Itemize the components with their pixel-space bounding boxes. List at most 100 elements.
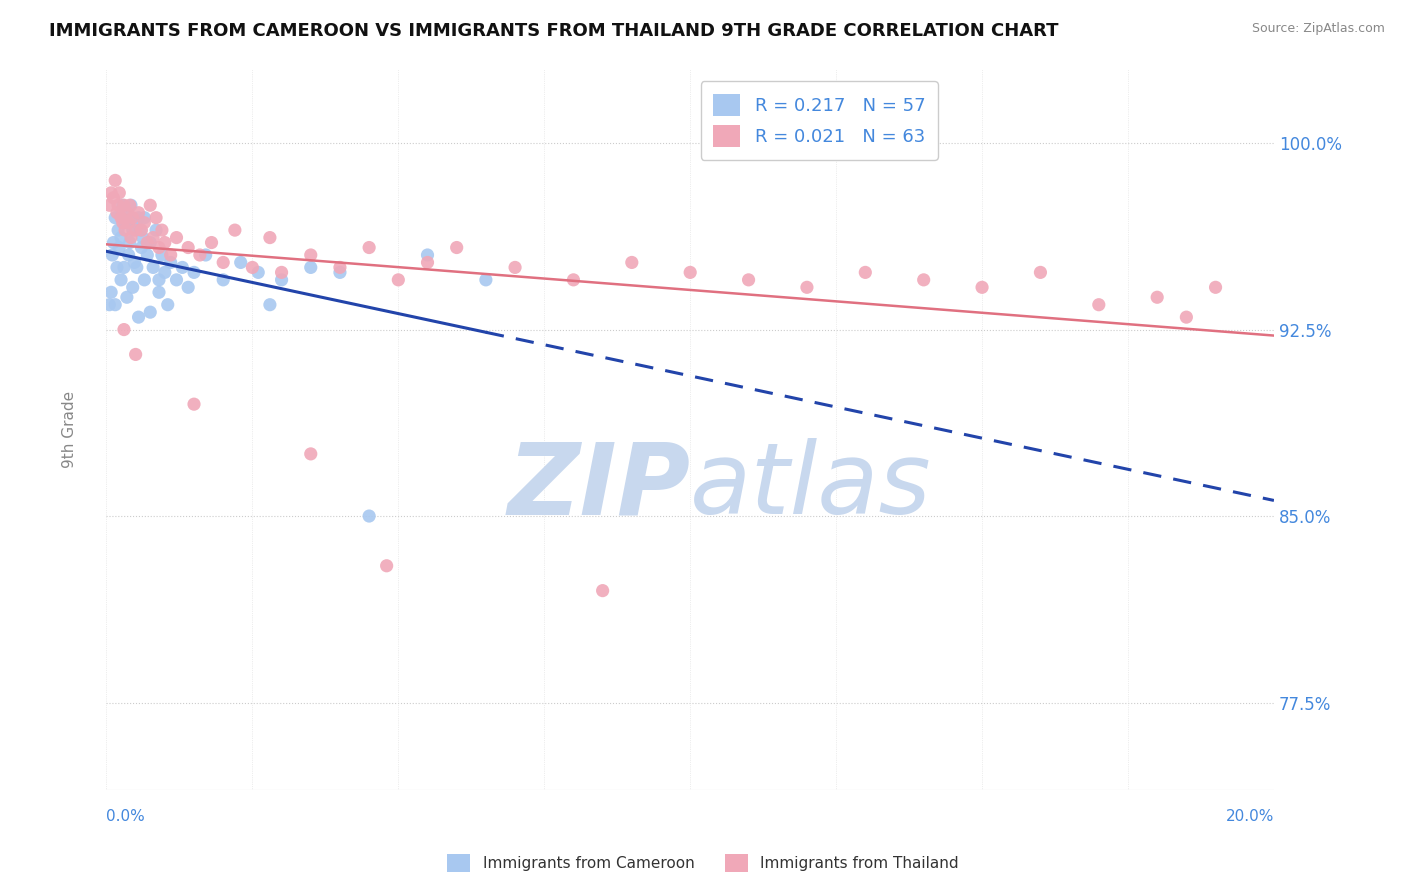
Point [134, 211, 156, 225]
Point [98, 198, 121, 212]
Point [224, 223, 246, 237]
Point [737, 273, 759, 287]
Text: 0.0%: 0.0% [107, 809, 145, 824]
Point [125, 260, 148, 275]
Point [148, 241, 170, 255]
Point [139, 198, 162, 212]
Point [259, 230, 281, 244]
Point [121, 280, 143, 294]
Point [112, 322, 135, 336]
Point [212, 273, 235, 287]
Point [1146, 290, 1168, 304]
Point [142, 230, 165, 244]
Point [375, 558, 398, 573]
Point [120, 198, 142, 212]
Point [120, 230, 142, 244]
Point [139, 305, 162, 319]
Point [131, 230, 153, 244]
Point [124, 223, 146, 237]
Point [136, 248, 159, 262]
Point [104, 298, 127, 312]
Point [110, 230, 132, 244]
Point [166, 230, 188, 244]
Point [103, 191, 125, 205]
Point [117, 248, 139, 262]
Point [134, 273, 156, 287]
Point [177, 241, 200, 255]
Point [562, 273, 585, 287]
Point [416, 248, 439, 262]
Text: atlas: atlas [690, 438, 932, 535]
Point [150, 223, 173, 237]
Point [105, 205, 128, 219]
Point [118, 198, 141, 212]
Point [107, 198, 129, 212]
Point [101, 248, 124, 262]
Point [194, 248, 217, 262]
Point [124, 216, 146, 230]
Point [136, 235, 159, 250]
Point [153, 235, 176, 250]
Point [110, 211, 132, 225]
Point [359, 509, 381, 524]
Point [110, 273, 132, 287]
Text: ZIP: ZIP [508, 438, 690, 535]
Point [129, 223, 152, 237]
Point [115, 205, 138, 219]
Point [166, 273, 188, 287]
Text: 20.0%: 20.0% [1226, 809, 1274, 824]
Point [159, 255, 181, 269]
Point [912, 273, 935, 287]
Point [446, 241, 468, 255]
Point [100, 285, 122, 300]
Point [108, 241, 131, 255]
Y-axis label: 9th Grade: 9th Grade [62, 391, 77, 467]
Point [242, 260, 264, 275]
Point [329, 260, 352, 275]
Point [98, 298, 121, 312]
Point [117, 216, 139, 230]
Point [299, 260, 322, 275]
Point [134, 216, 156, 230]
Text: Source: ZipAtlas.com: Source: ZipAtlas.com [1251, 22, 1385, 36]
Point [270, 265, 292, 279]
Point [115, 205, 138, 219]
Point [111, 216, 134, 230]
Point [114, 216, 136, 230]
Point [156, 298, 179, 312]
Point [1205, 280, 1227, 294]
Point [108, 186, 131, 200]
Point [112, 198, 135, 212]
Point [104, 173, 127, 187]
Point [387, 273, 409, 287]
Point [118, 235, 141, 250]
Point [177, 280, 200, 294]
Point [475, 273, 498, 287]
Point [104, 211, 127, 225]
Point [145, 223, 167, 237]
Point [329, 265, 352, 279]
Legend: R = 0.217   N = 57, R = 0.021   N = 63: R = 0.217 N = 57, R = 0.021 N = 63 [700, 81, 938, 160]
Point [1175, 310, 1198, 325]
Point [1029, 265, 1052, 279]
Point [112, 260, 135, 275]
Point [114, 223, 136, 237]
Point [131, 241, 153, 255]
Point [115, 290, 138, 304]
Point [150, 248, 173, 262]
Point [131, 223, 153, 237]
Point [148, 285, 170, 300]
Point [200, 235, 222, 250]
Point [128, 211, 150, 225]
Point [172, 260, 194, 275]
Point [183, 265, 205, 279]
Point [121, 223, 143, 237]
Point [679, 265, 702, 279]
Point [620, 255, 643, 269]
Point [103, 235, 125, 250]
Point [107, 223, 129, 237]
Point [153, 265, 176, 279]
Point [124, 255, 146, 269]
Point [142, 260, 165, 275]
Point [270, 273, 292, 287]
